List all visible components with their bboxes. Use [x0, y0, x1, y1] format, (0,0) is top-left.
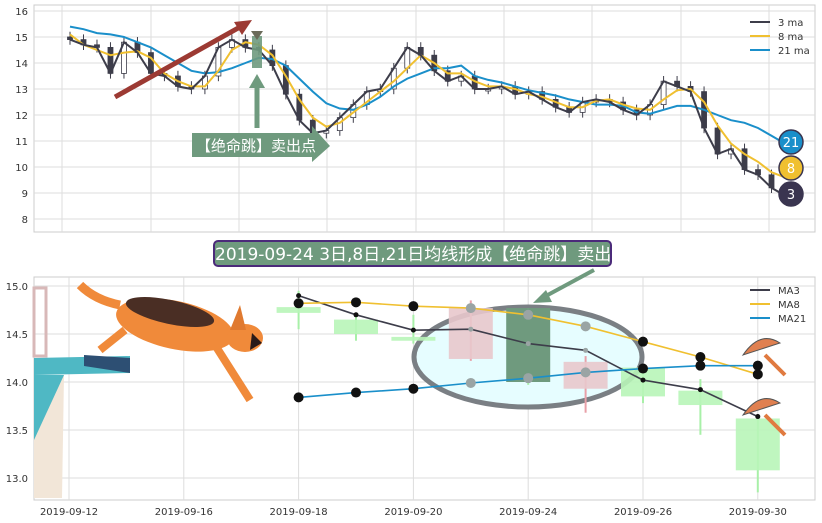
end-badge-label: 3	[787, 188, 795, 203]
highlight-candle-box	[252, 36, 262, 68]
trend-arrow-icon	[113, 24, 242, 100]
parachute-icon	[741, 398, 782, 416]
plot-area	[33, 4, 816, 233]
up-arrow-head-icon	[249, 74, 265, 88]
annotation-banner: 2019-09-24 3日,8日,21日均线形成【绝命跳】卖出点	[213, 240, 628, 267]
x-tick-label: 2019-09-12	[40, 507, 98, 518]
dog-leg	[97, 326, 128, 354]
data-point-MA8	[580, 321, 591, 332]
y-tick-label: 14.5	[6, 330, 28, 341]
candle-body	[391, 336, 436, 341]
data-point-MA3	[410, 327, 416, 333]
data-point-MA8	[408, 301, 419, 312]
x-tick-label: 2019-09-18	[270, 507, 328, 518]
x-tick-label: 2019-09-24	[499, 507, 557, 518]
dog-tail	[76, 281, 121, 310]
data-point-MA21	[638, 363, 648, 374]
data-point-MA21	[580, 367, 591, 378]
parachutist-icon	[763, 413, 787, 437]
data-point-MA3	[755, 414, 761, 420]
y-tick-label: 10	[15, 163, 28, 174]
data-point-MA8	[695, 352, 706, 363]
legend-label: MA21	[778, 314, 806, 325]
data-point-MA3	[468, 326, 474, 332]
x-tick-label: 2019-09-30	[729, 507, 787, 518]
data-point-MA21	[351, 387, 361, 398]
sell-marker-icon	[251, 31, 263, 40]
diving-ladder-icon	[32, 286, 48, 358]
data-point-MA8	[293, 298, 304, 309]
y-tick-label: 16	[15, 7, 28, 18]
top-chart: 16 15 14 13 12 11 10 9 8 3 ma 8 ma 21 ma 21 8 3	[15, 4, 816, 233]
data-point-MA3	[697, 387, 703, 393]
legend-label: MA3	[778, 286, 800, 297]
candle-body	[735, 418, 780, 471]
data-point-MA8	[638, 336, 648, 347]
diving-tower-shade	[34, 375, 64, 440]
series-line-8-ma	[69, 33, 786, 179]
pointer-arrow-icon	[543, 268, 595, 299]
data-point-MA3	[353, 312, 359, 318]
y-tick-label: 13	[15, 85, 28, 96]
y-tick-label: 9	[22, 189, 28, 200]
end-badge-label: 8	[787, 162, 795, 177]
data-point-MA8	[465, 303, 476, 314]
y-tick-label: 11	[15, 137, 28, 148]
end-badge	[778, 155, 804, 181]
end-badge	[778, 181, 804, 207]
series-line-3-ma	[69, 38, 786, 197]
label-arrow-shape	[192, 126, 330, 162]
data-point-MA21	[695, 360, 706, 371]
sell-point-label: 【绝命跳】卖出点	[196, 137, 317, 155]
decorations	[32, 20, 787, 498]
x-tick-label: 2019-09-16	[155, 507, 213, 518]
candle-body	[276, 307, 321, 313]
y-tick-label: 13.5	[6, 426, 28, 437]
data-point-MA8	[351, 297, 361, 308]
x-tick-label: 2019-09-26	[614, 507, 672, 518]
data-point-MA3	[525, 341, 531, 347]
data-point-MA3	[296, 293, 302, 299]
dog-leg	[211, 342, 254, 403]
pointer-arrow-head-icon	[533, 290, 552, 303]
trend-arrow-head-icon	[234, 20, 252, 35]
data-point-MA21	[752, 360, 763, 371]
dog-ear	[230, 305, 246, 330]
candle-body	[334, 319, 378, 334]
dog-snout	[250, 333, 262, 350]
legend-label: MA8	[778, 300, 800, 311]
parachute-icon	[741, 338, 782, 356]
data-point-MA21	[293, 392, 304, 403]
data-point-MA21	[408, 383, 419, 394]
data-point-MA8	[523, 309, 534, 320]
data-point-MA3	[583, 347, 589, 353]
y-tick-label: 14	[15, 59, 28, 70]
y-tick-label: 14.0	[6, 378, 28, 389]
data-point-MA21	[465, 377, 476, 388]
x-tick-label: 2019-09-20	[384, 507, 442, 518]
dog-back	[125, 296, 215, 328]
data-point-MA21	[523, 373, 534, 384]
end-badge-label: 21	[783, 136, 800, 151]
y-tick-label: 15	[15, 33, 28, 44]
legend-label: 8 ma	[778, 32, 803, 43]
diving-board-tip	[84, 355, 130, 373]
series-line-21-ma	[69, 25, 786, 145]
data-point-MA8	[752, 369, 763, 380]
legend-label: 3 ma	[778, 18, 803, 29]
parachutist-icon	[763, 353, 787, 377]
y-tick-label: 12	[15, 111, 28, 122]
y-tick-label: 8	[22, 215, 28, 226]
legend-label: 21 ma	[778, 46, 810, 57]
end-badge	[778, 129, 804, 155]
y-tick-label: 13.0	[6, 474, 28, 485]
candle-body	[678, 390, 723, 406]
y-tick-label: 15.0	[6, 282, 28, 293]
data-point-MA3	[640, 377, 646, 383]
